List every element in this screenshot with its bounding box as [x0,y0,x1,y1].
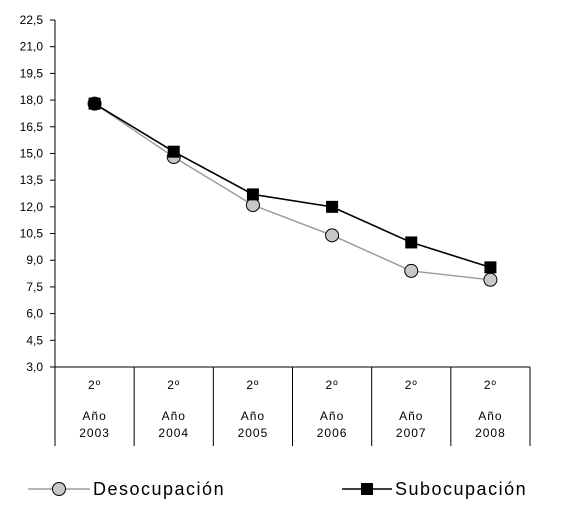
x-category-label-line1: 2º [326,378,339,392]
legend-label-series-2: Subocupación [395,479,527,499]
y-tick-label: 6,0 [26,307,43,321]
series-line-1 [94,103,491,281]
y-tick-label: 22,5 [20,13,44,27]
y-tick-label: 7,5 [26,280,43,294]
x-category-label-line1: 2º [484,378,497,392]
data-point-square [88,97,101,110]
data-point-circle [325,228,340,243]
data-point-circle [404,263,419,278]
y-tick-label: 18,0 [20,93,44,107]
y-tick-label: 19,5 [20,66,44,80]
x-category-label-line1: 2º [88,378,101,392]
axes: 3,0 4,5 6,0 7,5 9,0 10,5 12,0 13,5 15,0 16,5 18,0 1… [20,13,531,446]
x-category-label-line2: Año [320,409,344,423]
x-category-label-line1: 2º [405,378,418,392]
x-category-label-line2: Año [82,409,106,423]
legend-label-series-1: Desocupación [93,479,225,499]
legend: Desocupación Subocupación [28,479,527,499]
y-tick-label: 4,5 [26,333,43,347]
x-category-label-line3: 2007 [396,426,427,440]
y-tick-label: 16,5 [20,120,44,134]
data-point-circle [483,272,498,287]
legend-marker-subocupacion [361,483,373,495]
x-category-label-line1: 2º [167,378,180,392]
y-tick-label: 15,0 [20,146,44,160]
data-point-square [484,261,497,274]
data-point-square [326,200,339,213]
x-category-label-line3: 2004 [158,426,189,440]
x-category-label-line3: 2003 [79,426,110,440]
series-lines [87,96,498,287]
x-category-label-line1: 2º [246,378,259,392]
data-point-circle [245,198,260,213]
x-category-label-line3: 2005 [238,426,269,440]
x-category-label-line2: Año [241,409,265,423]
y-tick-label: 21,0 [20,40,44,54]
legend-marker-desocupacion [52,482,66,496]
y-tick-label: 13,5 [20,173,44,187]
x-category-label-line2: Año [399,409,423,423]
y-tick-label: 12,0 [20,200,44,214]
x-category-label-line2: Año [478,409,502,423]
y-tick-label: 9,0 [26,253,43,267]
data-point-square [405,236,418,249]
x-category-label-line2: Año [162,409,186,423]
data-point-square [167,145,180,158]
y-tick-label: 3,0 [26,360,43,374]
data-point-square [246,188,259,201]
series-line-2 [94,102,491,269]
x-category-label-line3: 2006 [317,426,348,440]
x-category-label-line3: 2008 [475,426,506,440]
y-tick-label: 10,5 [20,227,44,241]
